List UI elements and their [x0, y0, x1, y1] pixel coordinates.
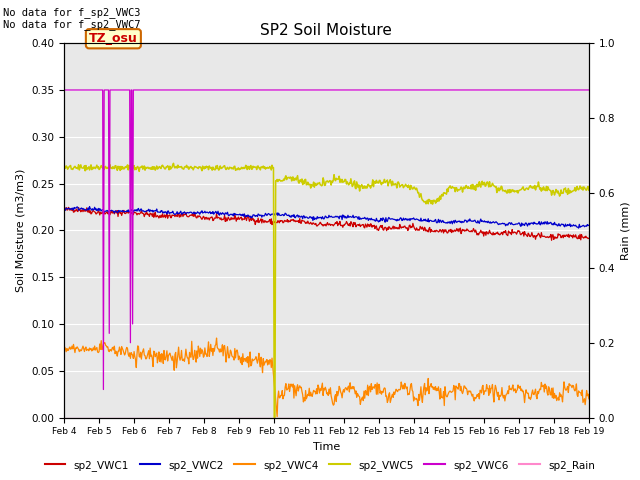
sp2_VWC5 [205, 163, 213, 169]
sp2_VWC1 [585, 235, 593, 241]
sp2_Rain [390, 415, 397, 420]
sp2_VWC5 [124, 162, 131, 168]
sp2_VWC2 [178, 211, 186, 217]
sp2_VWC1 [65, 204, 72, 210]
sp2_VWC4 [177, 355, 184, 360]
sp2_VWC2 [86, 204, 93, 209]
sp2_VWC2 [124, 207, 132, 213]
Title: SP2 Soil Moisture: SP2 Soil Moisture [260, 23, 392, 38]
sp2_Rain [405, 415, 413, 420]
sp2_VWC1 [391, 224, 399, 229]
sp2_VWC2 [575, 225, 582, 231]
sp2_VWC2 [585, 222, 593, 228]
sp2_VWC6 [60, 87, 68, 93]
sp2_VWC2 [205, 210, 213, 216]
Line: sp2_VWC5: sp2_VWC5 [64, 163, 589, 418]
sp2_VWC6 [406, 87, 414, 93]
sp2_VWC1 [205, 217, 213, 223]
sp2_VWC5 [407, 182, 415, 188]
sp2_VWC2 [60, 206, 68, 212]
sp2_VWC4 [392, 389, 399, 395]
sp2_VWC4 [124, 346, 131, 351]
sp2_Rain [124, 415, 131, 420]
sp2_VWC6 [205, 87, 213, 93]
sp2_VWC2 [391, 216, 399, 222]
sp2_Rain [70, 415, 77, 420]
Line: sp2_VWC1: sp2_VWC1 [64, 207, 589, 240]
Y-axis label: Rain (mm): Rain (mm) [621, 201, 630, 260]
Line: sp2_VWC2: sp2_VWC2 [64, 206, 589, 228]
Y-axis label: Soil Moisture (m3/m3): Soil Moisture (m3/m3) [15, 168, 26, 292]
sp2_Rain [60, 415, 68, 420]
Text: No data for f_sp2_VWC7: No data for f_sp2_VWC7 [3, 19, 141, 30]
sp2_VWC6 [391, 87, 399, 93]
sp2_VWC6 [178, 87, 186, 93]
sp2_VWC5 [392, 181, 399, 187]
Line: sp2_VWC4: sp2_VWC4 [64, 338, 589, 417]
sp2_VWC1 [406, 222, 414, 228]
sp2_VWC6 [100, 387, 108, 393]
sp2_VWC4 [205, 339, 212, 345]
sp2_VWC2 [70, 207, 77, 213]
sp2_VWC6 [70, 87, 77, 93]
sp2_VWC4 [60, 345, 68, 351]
sp2_VWC1 [60, 206, 68, 212]
sp2_VWC6 [124, 87, 132, 93]
sp2_VWC4 [212, 335, 220, 341]
sp2_VWC5 [585, 187, 593, 193]
Line: sp2_VWC6: sp2_VWC6 [64, 90, 589, 390]
sp2_Rain [177, 415, 184, 420]
sp2_Rain [585, 415, 593, 420]
sp2_VWC5 [178, 164, 186, 169]
X-axis label: Time: Time [313, 442, 340, 452]
sp2_VWC1 [548, 238, 556, 243]
sp2_VWC4 [70, 342, 77, 348]
sp2_VWC4 [407, 382, 415, 387]
Text: TZ_osu: TZ_osu [89, 32, 138, 45]
sp2_VWC1 [124, 210, 132, 216]
sp2_VWC5 [270, 415, 278, 420]
sp2_VWC5 [170, 160, 177, 166]
sp2_VWC2 [406, 217, 414, 223]
sp2_Rain [205, 415, 212, 420]
sp2_VWC1 [70, 209, 78, 215]
sp2_VWC4 [273, 414, 281, 420]
sp2_VWC6 [585, 87, 593, 93]
Text: No data for f_sp2_VWC3: No data for f_sp2_VWC3 [3, 7, 141, 18]
sp2_VWC5 [70, 165, 77, 171]
sp2_VWC1 [178, 211, 186, 217]
Legend: sp2_VWC1, sp2_VWC2, sp2_VWC4, sp2_VWC5, sp2_VWC6, sp2_Rain: sp2_VWC1, sp2_VWC2, sp2_VWC4, sp2_VWC5, … [40, 456, 600, 475]
sp2_VWC4 [585, 396, 593, 402]
sp2_VWC5 [60, 166, 68, 171]
